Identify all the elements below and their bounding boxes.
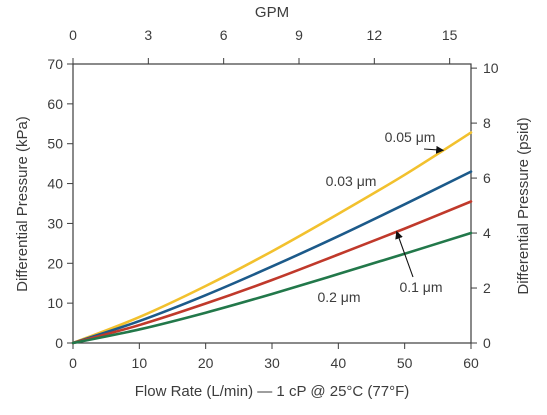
x-tick-label: 0 [69, 355, 77, 371]
y-axis-title: Differential Pressure (kPa) [14, 116, 31, 292]
x2-tick-label: 6 [220, 27, 228, 43]
y-tick-label: 0 [55, 335, 63, 351]
y-tick-label: 30 [47, 215, 63, 231]
y2-tick-label: 0 [483, 335, 491, 351]
x2-tick-label: 15 [442, 27, 458, 43]
x-tick-label: 10 [132, 355, 148, 371]
series-label-0-1-m: 0.1 μm [399, 279, 442, 295]
y-tick-label: 10 [47, 295, 63, 311]
x-tick-label: 30 [264, 355, 280, 371]
x-axis-title: Flow Rate (L/min) — 1 cP @ 25°C (77°F) [135, 383, 410, 400]
y2-tick-label: 6 [483, 170, 491, 186]
x-tick-label: 60 [463, 355, 479, 371]
y2-tick-label: 8 [483, 115, 491, 131]
x-tick-label: 50 [397, 355, 413, 371]
y-tick-label: 70 [47, 56, 63, 72]
series-line-0-05-m [71, 131, 473, 345]
y2-tick-label: 10 [483, 60, 499, 76]
series-arrow-0-05-m [423, 145, 445, 154]
x-tick-label: 40 [331, 355, 347, 371]
y2-tick-label: 4 [483, 225, 491, 241]
y-tick-label: 20 [47, 255, 63, 271]
y2-tick-label: 2 [483, 280, 491, 296]
series-annotations: 0.05 μm 0.03 μm 0.1 μm 0.2 μm [317, 129, 445, 305]
y-tick-label: 50 [47, 136, 63, 152]
series-arrow-0-1-m [395, 230, 414, 278]
x2-tick-label: 9 [295, 27, 303, 43]
x2-tick-label: 3 [144, 27, 152, 43]
x-tick-label: 20 [198, 355, 214, 371]
series-line-0-03-m [71, 170, 473, 345]
series-label-0-05-m: 0.05 μm [385, 129, 436, 145]
series-label-0-03-m: 0.03 μm [326, 173, 377, 189]
x2-tick-label: 0 [69, 27, 77, 43]
series-line-0-1-m [71, 200, 473, 345]
y-tick-label: 60 [47, 96, 63, 112]
series-label-0-2-m: 0.2 μm [317, 289, 360, 305]
y2-axis-title: Differential Pressure (psid) [515, 117, 532, 294]
y-tick-label: 40 [47, 176, 63, 192]
series-lines [71, 131, 473, 345]
x2-axis-title: GPM [255, 4, 289, 21]
x2-tick-label: 12 [367, 27, 383, 43]
plot-frame [72, 63, 472, 344]
